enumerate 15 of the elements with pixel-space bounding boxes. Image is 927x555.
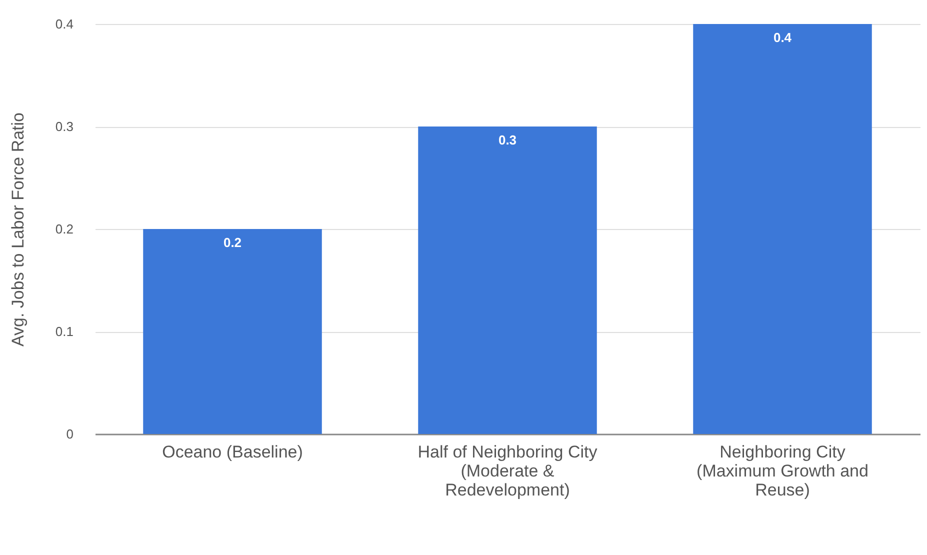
data-label: 0.2	[223, 235, 242, 250]
data-label: 0.3	[498, 132, 517, 148]
bar	[418, 126, 597, 434]
bar	[143, 229, 322, 434]
x-tick-label: Half of Neighboring City (Moderate & Redevelopment)	[418, 442, 598, 500]
x-tick-label: Oceano (Baseline)	[162, 442, 303, 462]
bar	[693, 24, 872, 434]
y-tick-label: 0	[66, 426, 74, 442]
y-axis-title: Avg. Jobs to Labor Force Ratio	[8, 112, 28, 347]
y-tick-label: 0.2	[55, 222, 74, 236]
x-tick-label: Neighboring City (Maximum Growth and Reuse)	[696, 442, 868, 500]
y-tick-label: 0.1	[55, 324, 74, 339]
y-tick-label: 0.4	[55, 16, 74, 32]
y-tick-label: 0.3	[55, 119, 74, 134]
data-label: 0.4	[773, 30, 792, 45]
